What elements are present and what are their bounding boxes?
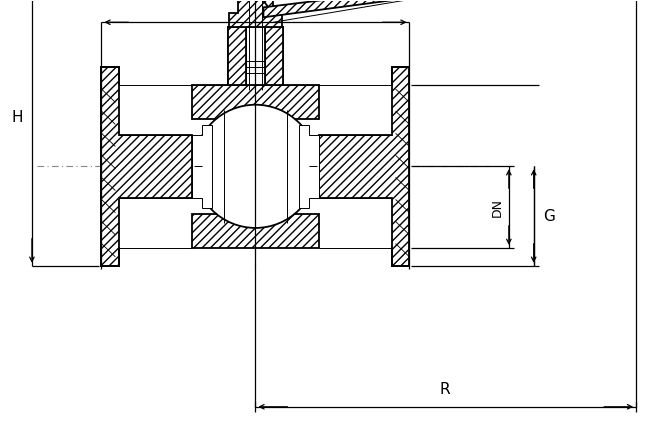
Polygon shape: [265, 27, 283, 85]
Polygon shape: [102, 67, 119, 266]
Text: L: L: [251, 32, 260, 47]
Text: R: R: [440, 382, 451, 397]
Polygon shape: [299, 125, 319, 208]
Polygon shape: [228, 27, 283, 85]
Polygon shape: [391, 67, 409, 266]
Circle shape: [194, 105, 317, 228]
Polygon shape: [228, 0, 282, 27]
Text: DN: DN: [491, 198, 504, 217]
Polygon shape: [102, 67, 192, 266]
Polygon shape: [192, 125, 212, 208]
Polygon shape: [263, 0, 638, 17]
Text: H: H: [11, 110, 23, 125]
Polygon shape: [319, 67, 409, 266]
Polygon shape: [192, 198, 319, 248]
Polygon shape: [228, 27, 246, 85]
Polygon shape: [192, 85, 319, 135]
Text: G: G: [543, 208, 554, 224]
